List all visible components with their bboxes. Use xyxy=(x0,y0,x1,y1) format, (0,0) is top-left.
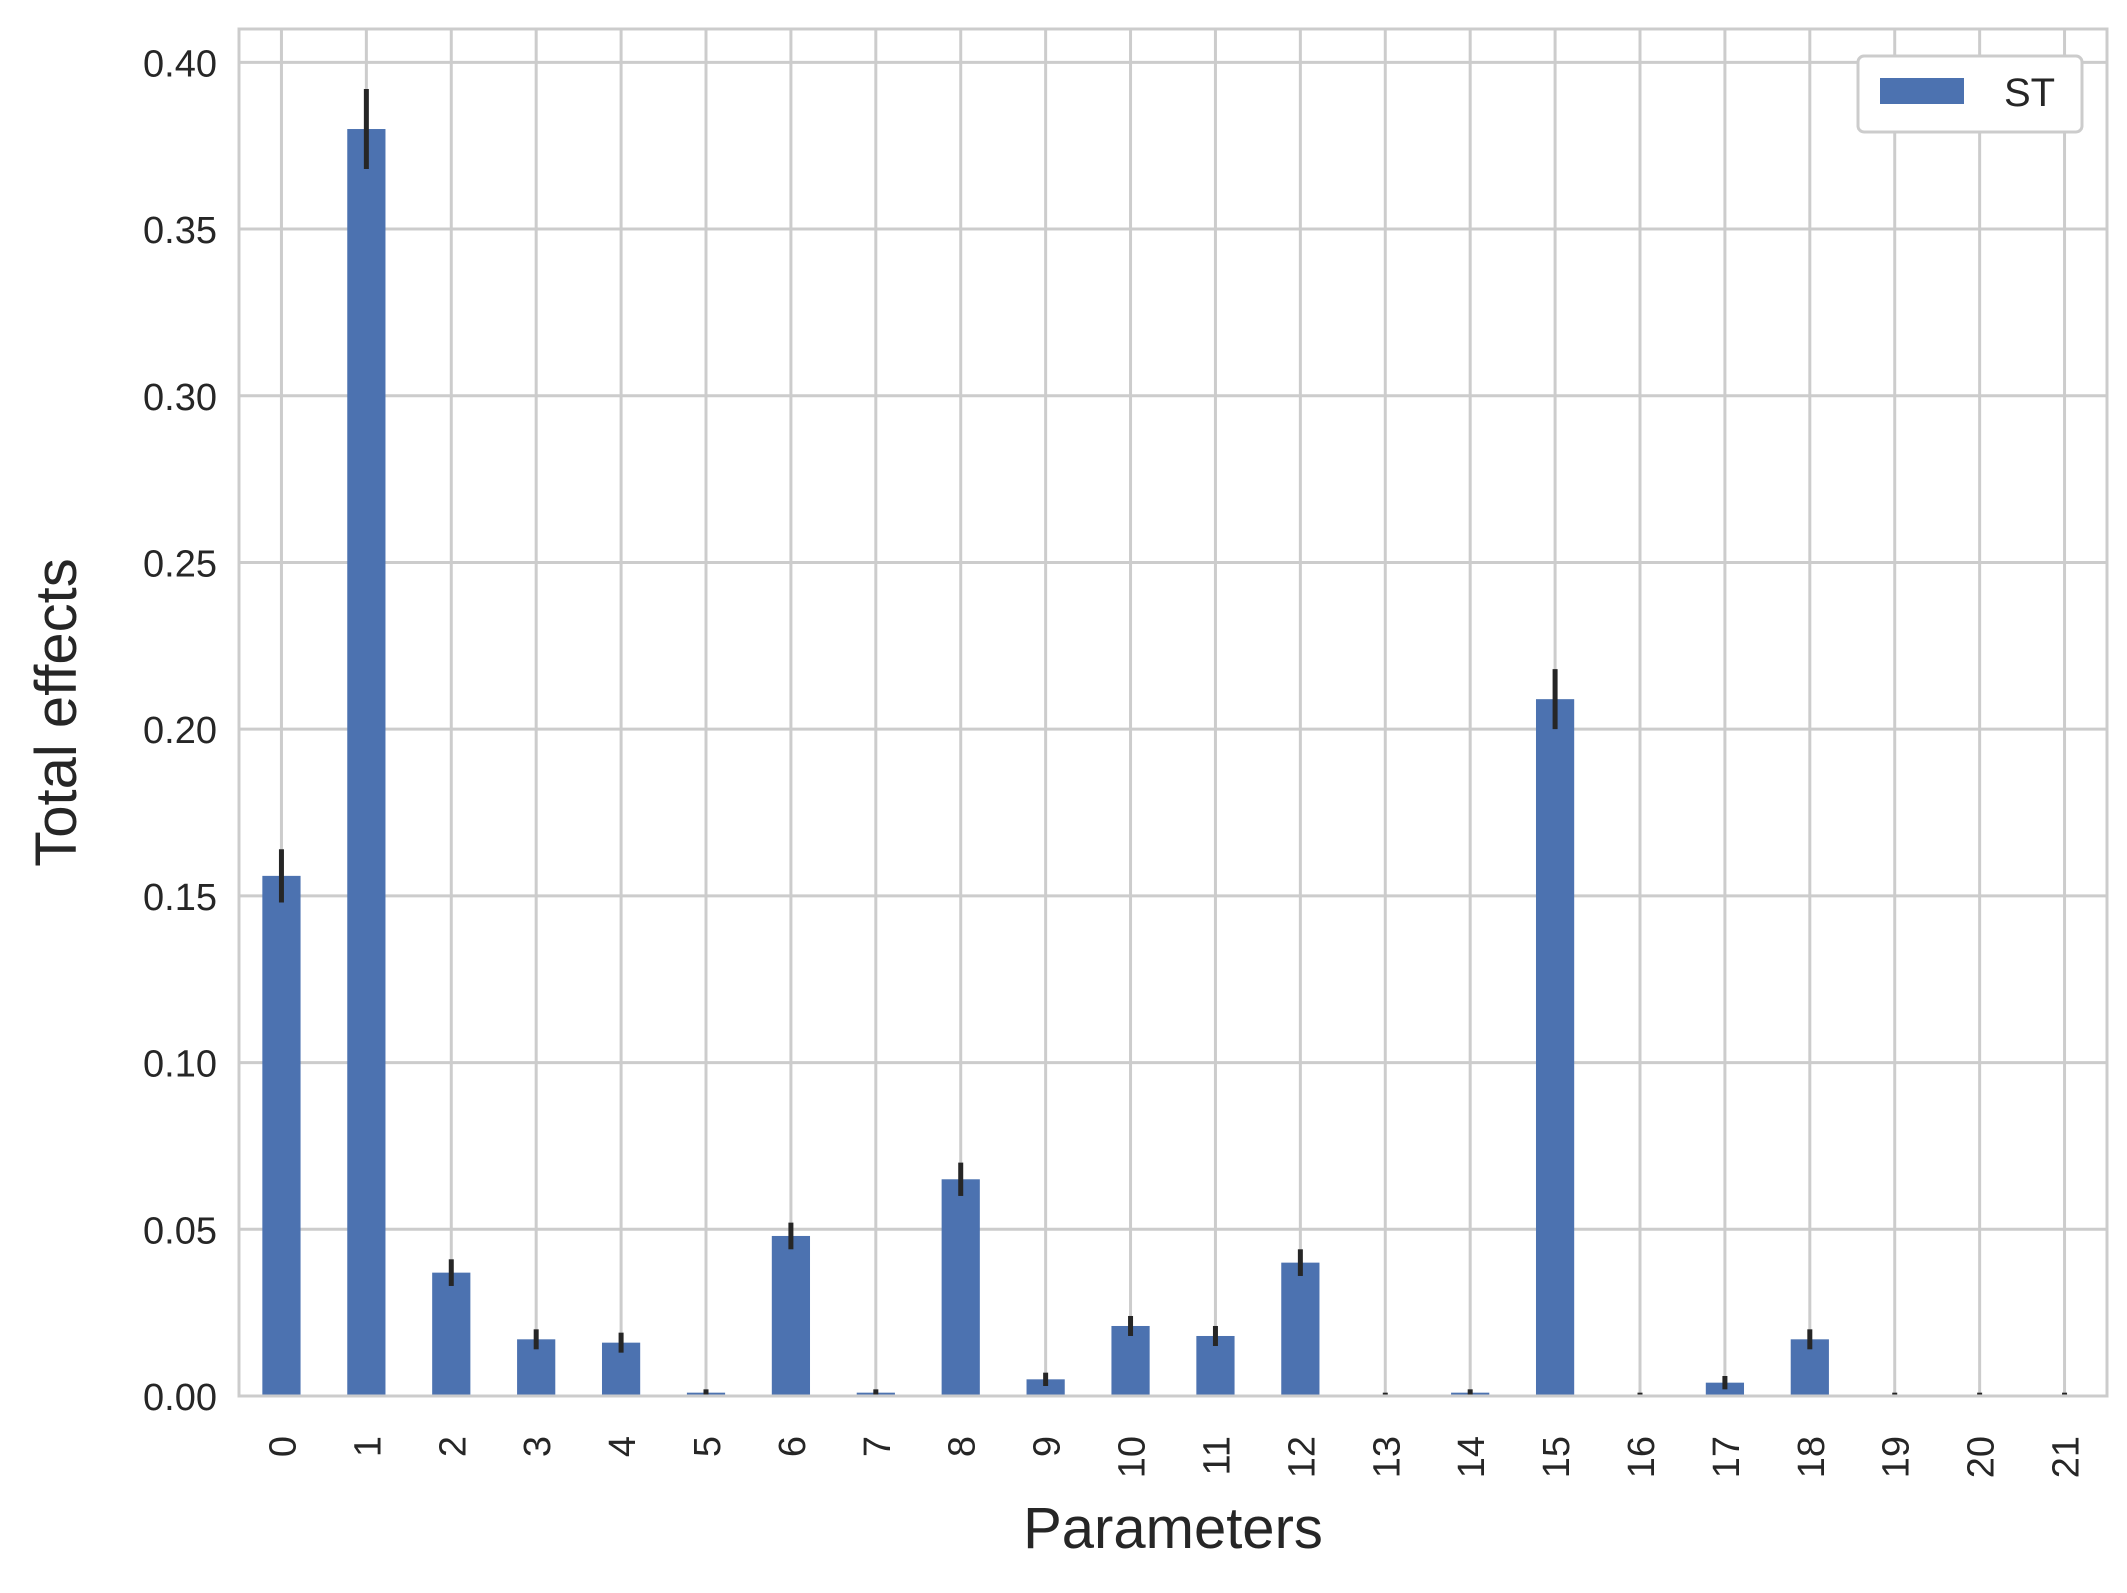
y-tick-label: 0.30 xyxy=(143,377,217,419)
x-tick-label: 0 xyxy=(262,1436,304,1457)
x-tick-label: 6 xyxy=(772,1436,814,1457)
x-tick-label: 15 xyxy=(1536,1436,1578,1478)
y-tick-label: 0.35 xyxy=(143,210,217,252)
plot-frame xyxy=(237,27,2109,1398)
legend-box xyxy=(1856,54,2084,134)
bar-15 xyxy=(1535,699,1575,1396)
x-tick-label: 21 xyxy=(2046,1436,2088,1478)
legend: ST xyxy=(1856,54,2084,134)
x-tick-label: 18 xyxy=(1791,1436,1833,1478)
x-tick-label: 16 xyxy=(1621,1436,1663,1478)
legend-label-st: ST xyxy=(2004,71,2055,115)
bar-2 xyxy=(432,1272,471,1396)
bar-0 xyxy=(262,875,301,1396)
legend-swatch-st xyxy=(1880,78,1964,104)
bar-8 xyxy=(941,1179,980,1396)
bar-6 xyxy=(771,1235,811,1396)
x-tick-label: 14 xyxy=(1451,1436,1493,1478)
bar-17 xyxy=(1705,1382,1745,1396)
bar-10 xyxy=(1111,1325,1150,1396)
x-tick-label: 7 xyxy=(857,1436,899,1457)
bars xyxy=(262,129,1829,1396)
bar-1 xyxy=(347,129,386,1396)
y-tick-labels: 0.00 0.05 0.10 0.15 0.20 0.25 0.30 0.35 0.40 xyxy=(143,43,217,1419)
y-tick-label: 0.05 xyxy=(143,1210,217,1252)
y-tick-label: 0.15 xyxy=(143,877,217,919)
y-tick-label: 0.20 xyxy=(143,710,217,752)
y-axis-label: Total effects xyxy=(24,558,89,866)
x-tick-label: 13 xyxy=(1366,1436,1408,1478)
x-tick-label: 10 xyxy=(1112,1436,1154,1478)
x-tick-label: 4 xyxy=(602,1436,644,1457)
bar-12 xyxy=(1281,1262,1320,1396)
error-bars xyxy=(278,89,2068,1396)
x-tick-labels: 0 1 2 3 4 5 6 7 8 9 10 11 12 13 14 15 16 17 18 19 20 21 xyxy=(262,1436,2087,1478)
x-tick-label: 8 xyxy=(942,1436,984,1457)
x-axis-label: Parameters xyxy=(1023,1496,1323,1561)
x-tick-label: 11 xyxy=(1196,1436,1238,1475)
grid-lines xyxy=(239,29,2107,1398)
x-tick-label: 3 xyxy=(517,1436,559,1457)
x-tick-label: 5 xyxy=(687,1436,729,1457)
y-tick-label: 0.25 xyxy=(143,543,217,585)
x-tick-label: 19 xyxy=(1876,1436,1918,1478)
y-tick-label: 0.10 xyxy=(143,1044,217,1086)
x-tick-label: 1 xyxy=(347,1436,389,1457)
y-tick-label: 0.00 xyxy=(143,1377,217,1419)
y-tick-label: 0.40 xyxy=(143,43,217,85)
x-tick-label: 20 xyxy=(1961,1436,2003,1478)
bar-9 xyxy=(1026,1379,1065,1396)
x-tick-label: 2 xyxy=(432,1436,474,1457)
x-tick-label: 9 xyxy=(1027,1436,1069,1457)
x-tick-label: 17 xyxy=(1706,1436,1748,1478)
x-tick-label: 12 xyxy=(1281,1436,1323,1478)
